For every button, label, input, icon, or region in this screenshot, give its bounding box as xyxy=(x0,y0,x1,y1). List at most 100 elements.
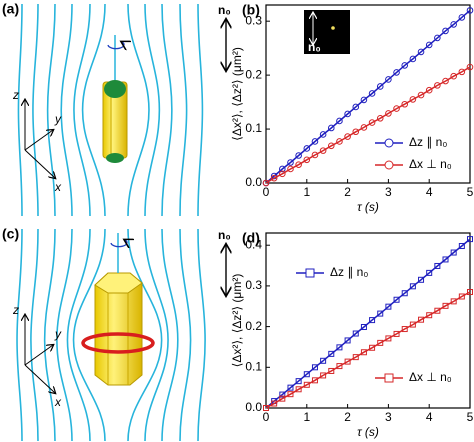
point xyxy=(360,124,368,131)
point xyxy=(393,69,400,76)
point xyxy=(287,384,294,391)
point xyxy=(311,364,318,371)
point xyxy=(279,170,286,178)
point xyxy=(458,14,466,21)
x-tick-label: 4 xyxy=(426,410,433,424)
point xyxy=(287,391,294,398)
point xyxy=(311,138,319,145)
panel-label: (b) xyxy=(242,2,260,18)
point xyxy=(458,293,465,300)
point xyxy=(417,91,425,99)
plot-frame xyxy=(265,232,471,409)
point xyxy=(418,276,425,283)
point xyxy=(385,76,392,83)
x-tick-label: 1 xyxy=(303,185,310,199)
point xyxy=(393,296,400,303)
point xyxy=(360,324,367,331)
point xyxy=(287,159,294,166)
point xyxy=(279,391,286,398)
point xyxy=(467,289,473,296)
x-tick-label: 3 xyxy=(385,410,392,424)
point xyxy=(385,335,392,342)
point xyxy=(450,21,457,28)
point xyxy=(352,330,359,337)
y-axis-label: ⟨Δx²⟩, ⟨Δz²⟩ (μm²) xyxy=(230,274,244,368)
field-line xyxy=(66,228,91,442)
point xyxy=(327,124,335,132)
field-line xyxy=(30,228,39,442)
point xyxy=(442,77,449,85)
legend-label: Δz ∥ n₀ xyxy=(409,135,447,149)
point xyxy=(401,290,408,297)
plot-frame xyxy=(265,4,471,184)
point xyxy=(417,48,425,56)
legend-label: Δz ∥ n₀ xyxy=(330,265,368,279)
point xyxy=(352,103,360,111)
series-line xyxy=(265,291,471,409)
y-tick-label: 0.1 xyxy=(245,121,262,135)
point xyxy=(303,156,311,164)
point xyxy=(368,119,376,126)
end-cap xyxy=(106,153,124,163)
point xyxy=(442,302,449,309)
point xyxy=(401,62,409,69)
y-tick-label: 0.2 xyxy=(245,319,262,333)
point xyxy=(360,96,368,104)
point xyxy=(295,378,302,385)
point xyxy=(466,63,474,71)
legend-label: Δx ⊥ n₀ xyxy=(409,370,452,384)
field-line xyxy=(127,228,163,442)
point xyxy=(303,371,310,378)
axis-y-label: y xyxy=(54,112,62,126)
point xyxy=(409,283,416,290)
point xyxy=(360,349,367,356)
point xyxy=(368,90,376,97)
field-line xyxy=(46,3,56,217)
point xyxy=(319,131,327,138)
point xyxy=(311,377,318,384)
field-line xyxy=(179,228,192,442)
point xyxy=(393,330,400,337)
x-tick-label: 0 xyxy=(263,185,270,199)
x-axis-label: τ (s) xyxy=(357,425,379,439)
field-line xyxy=(56,228,73,442)
point xyxy=(450,72,457,80)
chart: 0 1 2 3 4 5 0.0 0.1 0.2 0.3 0.4 τ (s) ⟨Δx²⟩, ⟨Δz²⟩ (… xyxy=(230,230,473,439)
point xyxy=(401,326,408,333)
point xyxy=(426,269,433,276)
diagram-c: (c) z y x n₀ xyxy=(2,226,231,442)
point xyxy=(344,133,351,140)
axis-z-label: z xyxy=(12,303,19,317)
field-line xyxy=(81,3,106,217)
field-line xyxy=(161,228,179,442)
point xyxy=(320,357,327,364)
point xyxy=(376,114,384,122)
point xyxy=(262,179,270,187)
legend-label: Δx ⊥ n₀ xyxy=(409,157,452,171)
point xyxy=(418,316,425,323)
x-tick-label: 2 xyxy=(344,185,351,199)
axis-y-label: y xyxy=(54,327,62,341)
point xyxy=(425,86,433,94)
point xyxy=(369,317,376,324)
point xyxy=(279,165,286,173)
x-axis-label: τ (s) xyxy=(357,200,379,214)
point xyxy=(458,68,466,76)
field-line xyxy=(161,3,173,217)
panel-label: (a) xyxy=(2,1,19,17)
director-label: n₀ xyxy=(218,228,231,242)
point xyxy=(385,110,392,117)
point xyxy=(344,358,351,365)
point xyxy=(303,145,311,152)
y-tick-label: 0.4 xyxy=(245,237,262,251)
point xyxy=(466,7,474,14)
y-tick-label: 0.3 xyxy=(245,13,262,27)
point xyxy=(344,110,351,118)
ring xyxy=(81,332,155,354)
point xyxy=(328,367,335,374)
point xyxy=(409,55,417,63)
axis-y xyxy=(24,345,53,366)
point xyxy=(319,147,327,154)
legend-marker xyxy=(384,373,394,383)
legend-marker xyxy=(384,160,394,170)
